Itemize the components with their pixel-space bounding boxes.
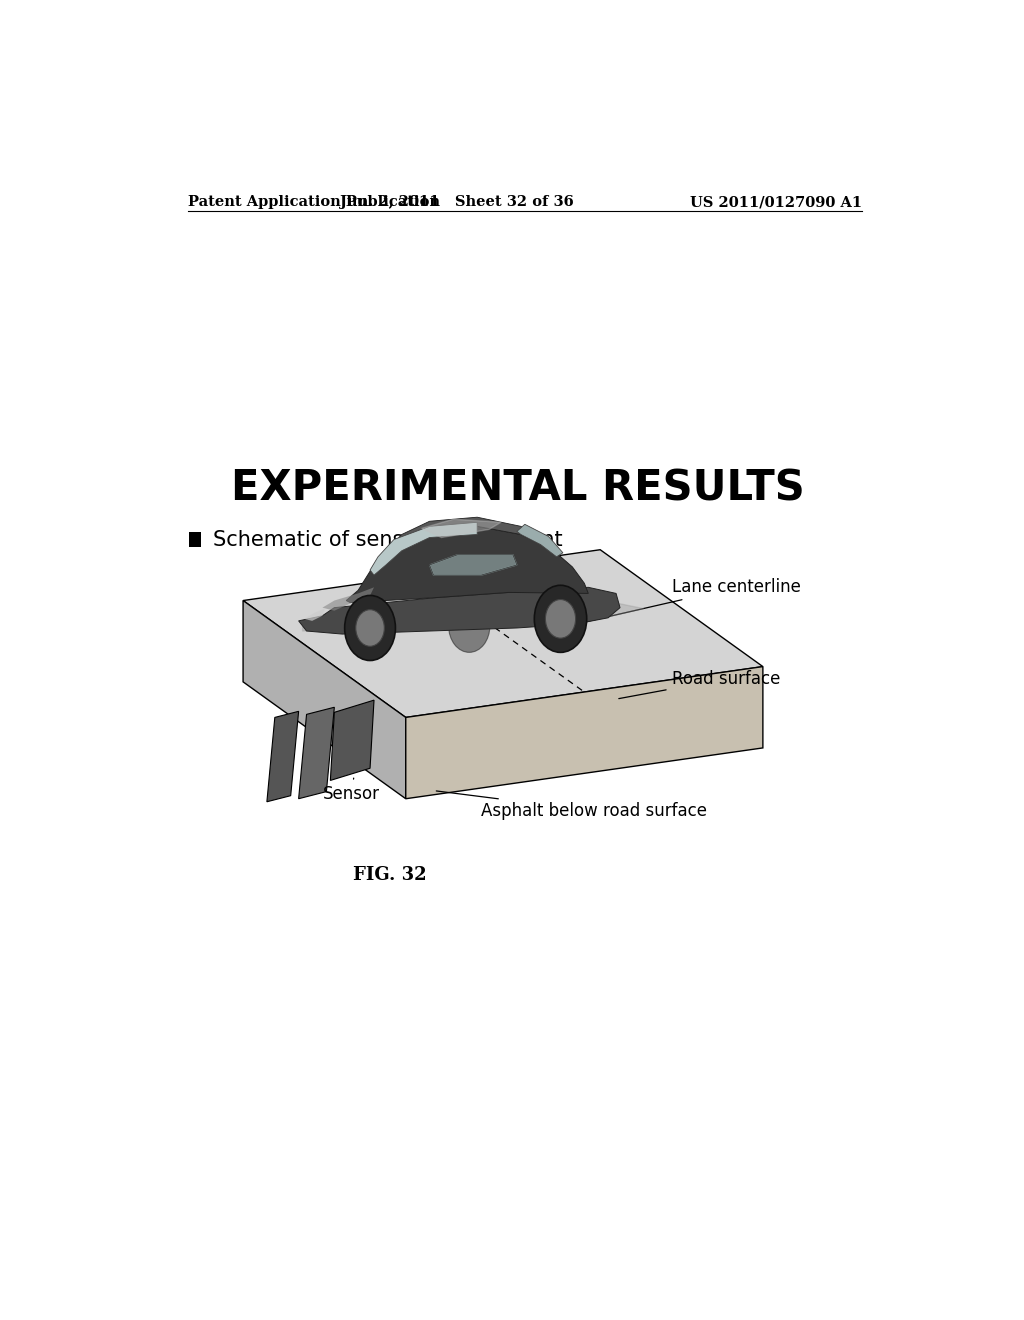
Text: Road surface: Road surface	[618, 669, 780, 698]
Text: Schematic of sensor in pavement: Schematic of sensor in pavement	[213, 529, 562, 549]
Polygon shape	[243, 601, 406, 799]
Polygon shape	[323, 587, 374, 611]
Text: Asphalt below road surface: Asphalt below road surface	[436, 791, 708, 820]
Polygon shape	[267, 711, 299, 801]
Polygon shape	[299, 587, 620, 634]
Polygon shape	[303, 601, 644, 631]
Circle shape	[546, 599, 575, 638]
Text: Sensor: Sensor	[323, 777, 380, 803]
Polygon shape	[430, 554, 517, 576]
Text: EXPERIMENTAL RESULTS: EXPERIMENTAL RESULTS	[231, 467, 805, 510]
Text: US 2011/0127090 A1: US 2011/0127090 A1	[690, 195, 862, 209]
Polygon shape	[189, 532, 201, 546]
Circle shape	[345, 595, 395, 660]
Text: Jun. 2, 2011   Sheet 32 of 36: Jun. 2, 2011 Sheet 32 of 36	[340, 195, 574, 209]
Polygon shape	[422, 519, 501, 537]
Circle shape	[535, 585, 587, 652]
Polygon shape	[243, 549, 763, 718]
Polygon shape	[331, 700, 374, 780]
Polygon shape	[390, 517, 560, 557]
Polygon shape	[406, 667, 763, 799]
Circle shape	[355, 610, 384, 647]
Polygon shape	[304, 609, 325, 620]
Text: Lane centerline: Lane centerline	[580, 578, 801, 623]
Polygon shape	[517, 524, 563, 557]
Polygon shape	[299, 708, 334, 799]
Circle shape	[449, 599, 489, 652]
Text: FIG. 32: FIG. 32	[353, 866, 427, 884]
Text: Patent Application Publication: Patent Application Publication	[187, 195, 439, 209]
Polygon shape	[370, 523, 477, 576]
Polygon shape	[346, 527, 588, 602]
